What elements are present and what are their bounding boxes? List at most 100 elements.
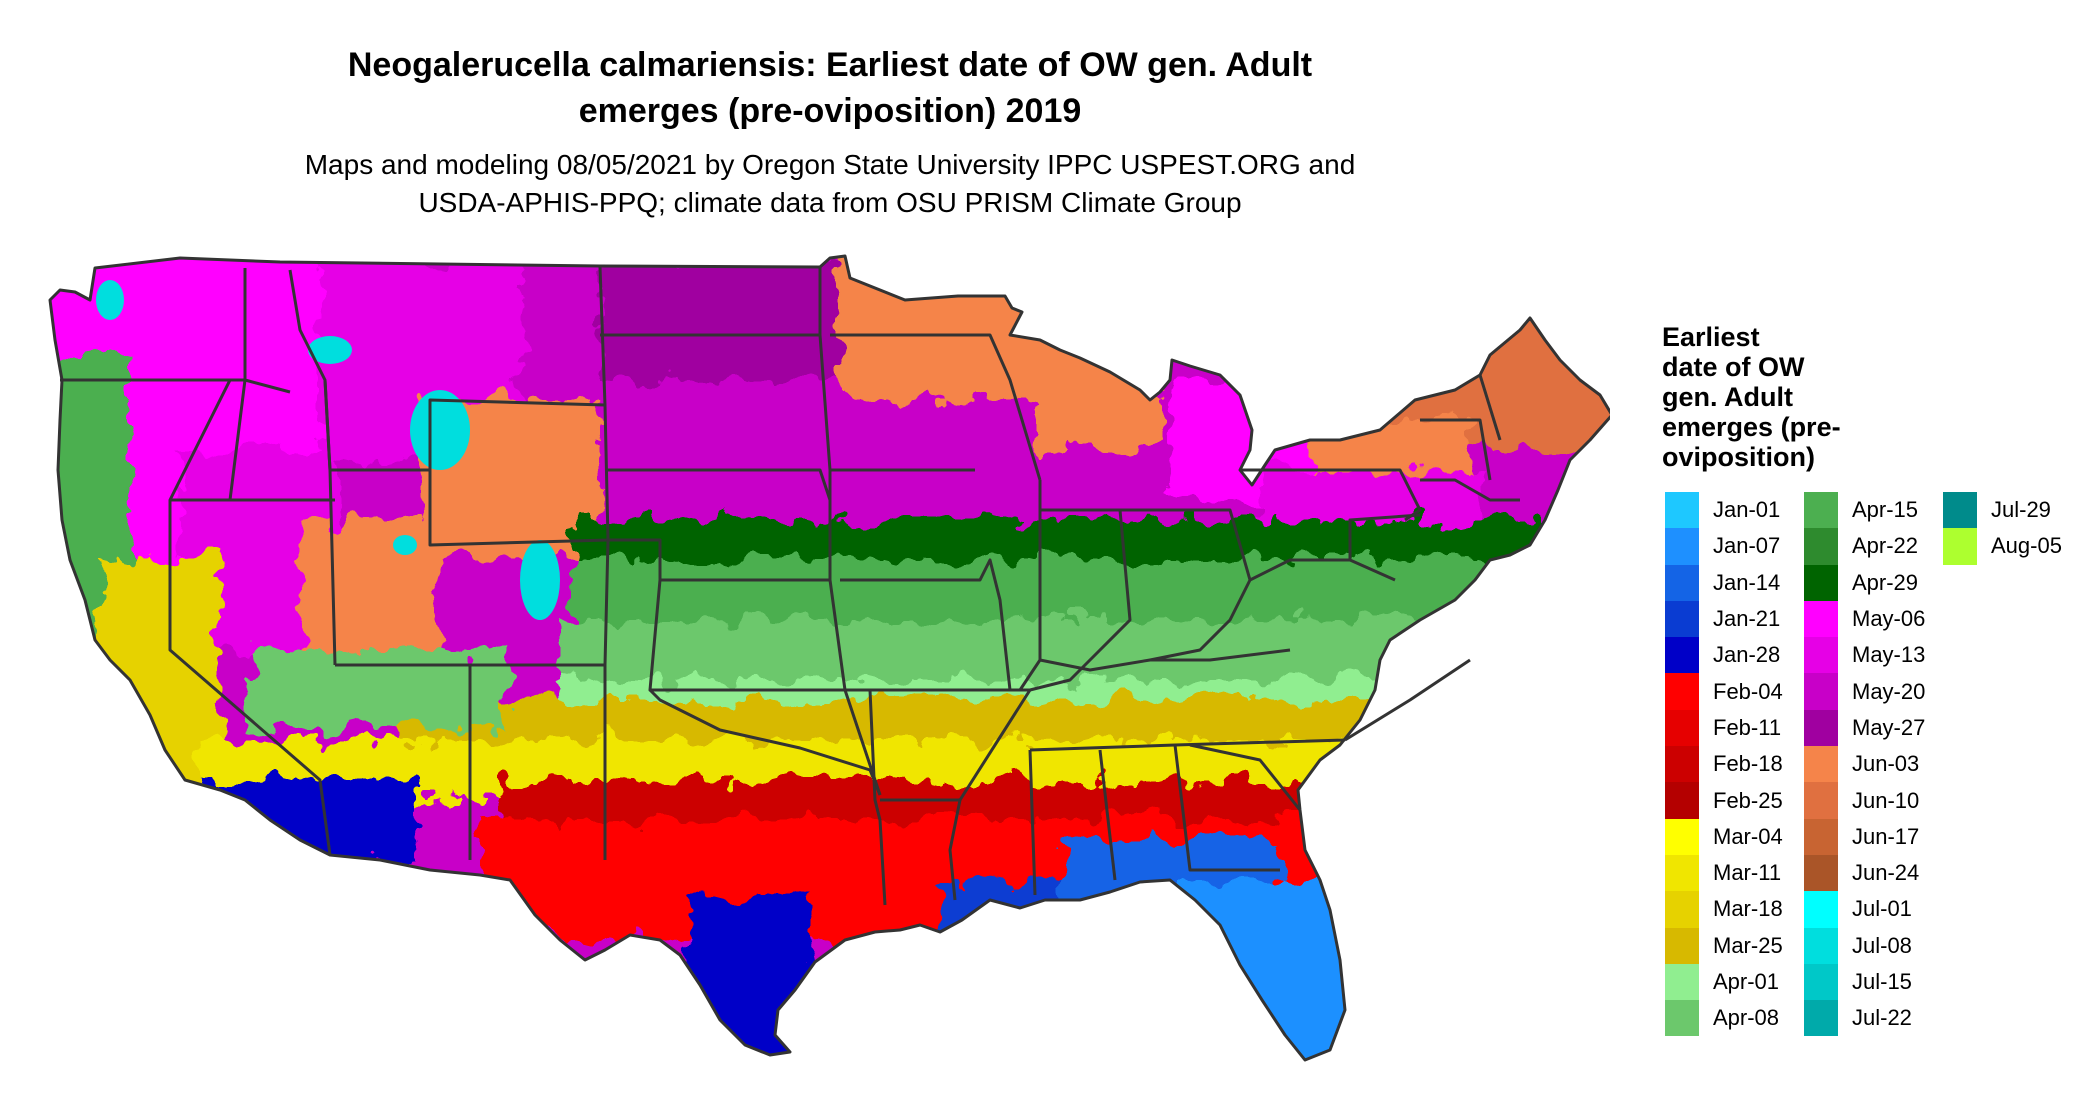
legend-label: May-06 (1852, 606, 1926, 632)
legend-swatch (1665, 782, 1699, 819)
legend-item: Feb-18 (1665, 746, 1783, 783)
legend-swatch (1665, 746, 1699, 783)
legend-item: Jul-08 (1804, 927, 1925, 964)
legend-swatch (1665, 673, 1699, 710)
legend-label: Aug-05 (1991, 533, 2062, 559)
legend-label: Feb-04 (1713, 678, 1783, 704)
legend-item: Jul-01 (1804, 891, 1925, 928)
legend-label: Feb-18 (1713, 751, 1783, 777)
legend-column: Jan-01 Jan-07 Jan-14 Jan-21 Jan-28 Feb-04 Feb-… (1665, 492, 1783, 1037)
legend-swatch (1804, 600, 1838, 638)
legend-title: Earliest date of OW gen. Adult emerges (… (1662, 322, 1882, 472)
legend-label: Jul-08 (1852, 932, 1912, 958)
legend-label: May-13 (1852, 642, 1926, 668)
legend-swatch (1804, 782, 1838, 819)
legend-label: Feb-11 (1713, 714, 1782, 740)
legend-item: Jan-28 (1665, 637, 1783, 674)
legend-swatch (1804, 1000, 1838, 1037)
legend-item: Jun-17 (1804, 818, 1925, 855)
legend-item: Apr-08 (1665, 1000, 1783, 1037)
legend-label: Jun-03 (1852, 751, 1920, 777)
legend-label: Apr-08 (1713, 1005, 1780, 1031)
legend-column: Apr-15 Apr-22 Apr-29 May-06 May-13 May-20 May-… (1804, 492, 1926, 1037)
legend-label: Jul-22 (1852, 1005, 1912, 1031)
legend-title-line: Earliest (1662, 322, 1760, 352)
legend-item: Feb-04 (1665, 673, 1783, 710)
legend-label: Mar-18 (1713, 896, 1783, 922)
legend-swatch (1665, 709, 1699, 747)
legend-swatch (1665, 963, 1699, 1001)
legend-swatch (1665, 528, 1699, 565)
legend-swatch (1665, 492, 1699, 529)
legend-label: Jul-29 (1991, 497, 2051, 523)
legend-swatch (1804, 492, 1838, 529)
legend-label: Mar-04 (1713, 823, 1783, 849)
legend-label: May-20 (1852, 678, 1926, 704)
legend-item: Jan-21 (1665, 600, 1783, 638)
legend-swatch (1804, 963, 1838, 1001)
legend-item: May-13 (1804, 637, 1926, 674)
legend-item: Apr-29 (1804, 564, 1925, 601)
subtitle-line-1: Maps and modeling 08/05/2021 by Oregon S… (304, 149, 1356, 180)
legend-label: Jun-10 (1852, 787, 1920, 813)
us-map (48, 254, 1610, 1062)
legend-item: Mar-11 (1665, 854, 1783, 892)
legend-label: Mar-11 (1713, 860, 1782, 886)
legend-item: Apr-15 (1804, 492, 1925, 529)
legend-label: Feb-25 (1713, 787, 1783, 813)
subtitle-line-2: USDA-APHIS-PPQ; climate data from OSU PR… (418, 187, 1242, 218)
legend-swatch (1943, 492, 1977, 529)
legend-item: Aug-05 (1943, 528, 2062, 565)
legend-label: Jul-01 (1852, 896, 1912, 922)
legend-swatch (1804, 854, 1838, 892)
legend-label: Mar-25 (1713, 932, 1783, 958)
legend-item: Jun-10 (1804, 782, 1925, 819)
legend-label: Jul-15 (1852, 969, 1912, 994)
legend-swatch (1665, 818, 1699, 855)
legend-title-line: emerges (pre- (1662, 412, 1841, 442)
legend-title-line: date of OW (1662, 352, 1805, 382)
legend-item: Jan-07 (1665, 528, 1783, 565)
legend-swatch (1665, 637, 1699, 674)
legend-item: Jan-01 (1665, 492, 1783, 529)
legend-swatch (1665, 891, 1699, 928)
legend-swatch (1804, 637, 1838, 674)
title-line-2: emerges (pre-oviposition) 2019 (578, 92, 1082, 130)
legend-item: May-20 (1804, 673, 1926, 710)
legend-label: May-27 (1852, 714, 1926, 740)
legend-item: Jan-14 (1665, 564, 1783, 601)
legend-swatch (1804, 927, 1838, 964)
title-line-1: Neogalerucella calmariensis: Earliest da… (347, 46, 1313, 84)
legend-item: Mar-04 (1665, 818, 1783, 855)
legend-item: Jun-24 (1804, 854, 1925, 892)
map-title: Neogalerucella calmariensis: Earliest da… (180, 42, 1480, 134)
legend-label: Jan-01 (1713, 497, 1781, 523)
legend-item: Feb-25 (1665, 782, 1783, 819)
legend-label: Jan-21 (1713, 606, 1781, 632)
legend-label: Jun-17 (1852, 823, 1920, 849)
legend-swatch (1665, 854, 1699, 892)
legend-label: Jan-28 (1713, 642, 1781, 668)
emergence-color-bands (50, 256, 1610, 1060)
legend-swatch (1804, 673, 1838, 710)
legend-swatch (1943, 528, 1977, 565)
legend-item: Feb-11 (1665, 709, 1783, 747)
legend-swatch (1804, 818, 1838, 855)
legend-item: May-27 (1804, 709, 1926, 747)
legend-item: Jun-03 (1804, 746, 1925, 783)
legend-label: Jan-07 (1713, 533, 1781, 559)
legend-label: Jan-14 (1713, 569, 1781, 595)
legend-swatch (1665, 600, 1699, 638)
legend-label: Apr-29 (1852, 569, 1919, 595)
legend-item: May-06 (1804, 600, 1926, 638)
legend-label: Apr-22 (1852, 533, 1919, 559)
legend-item: Jul-15 (1804, 963, 1925, 1001)
legend-swatch (1804, 746, 1838, 783)
legend-item: Apr-01 (1665, 963, 1783, 1001)
legend-swatch (1665, 1000, 1699, 1037)
legend-item: Apr-22 (1804, 528, 1925, 565)
state-borders (48, 254, 1610, 1062)
legend-swatch (1804, 528, 1838, 565)
legend-title-line: oviposition) (1662, 442, 1815, 472)
legend-label: Apr-01 (1713, 969, 1780, 994)
